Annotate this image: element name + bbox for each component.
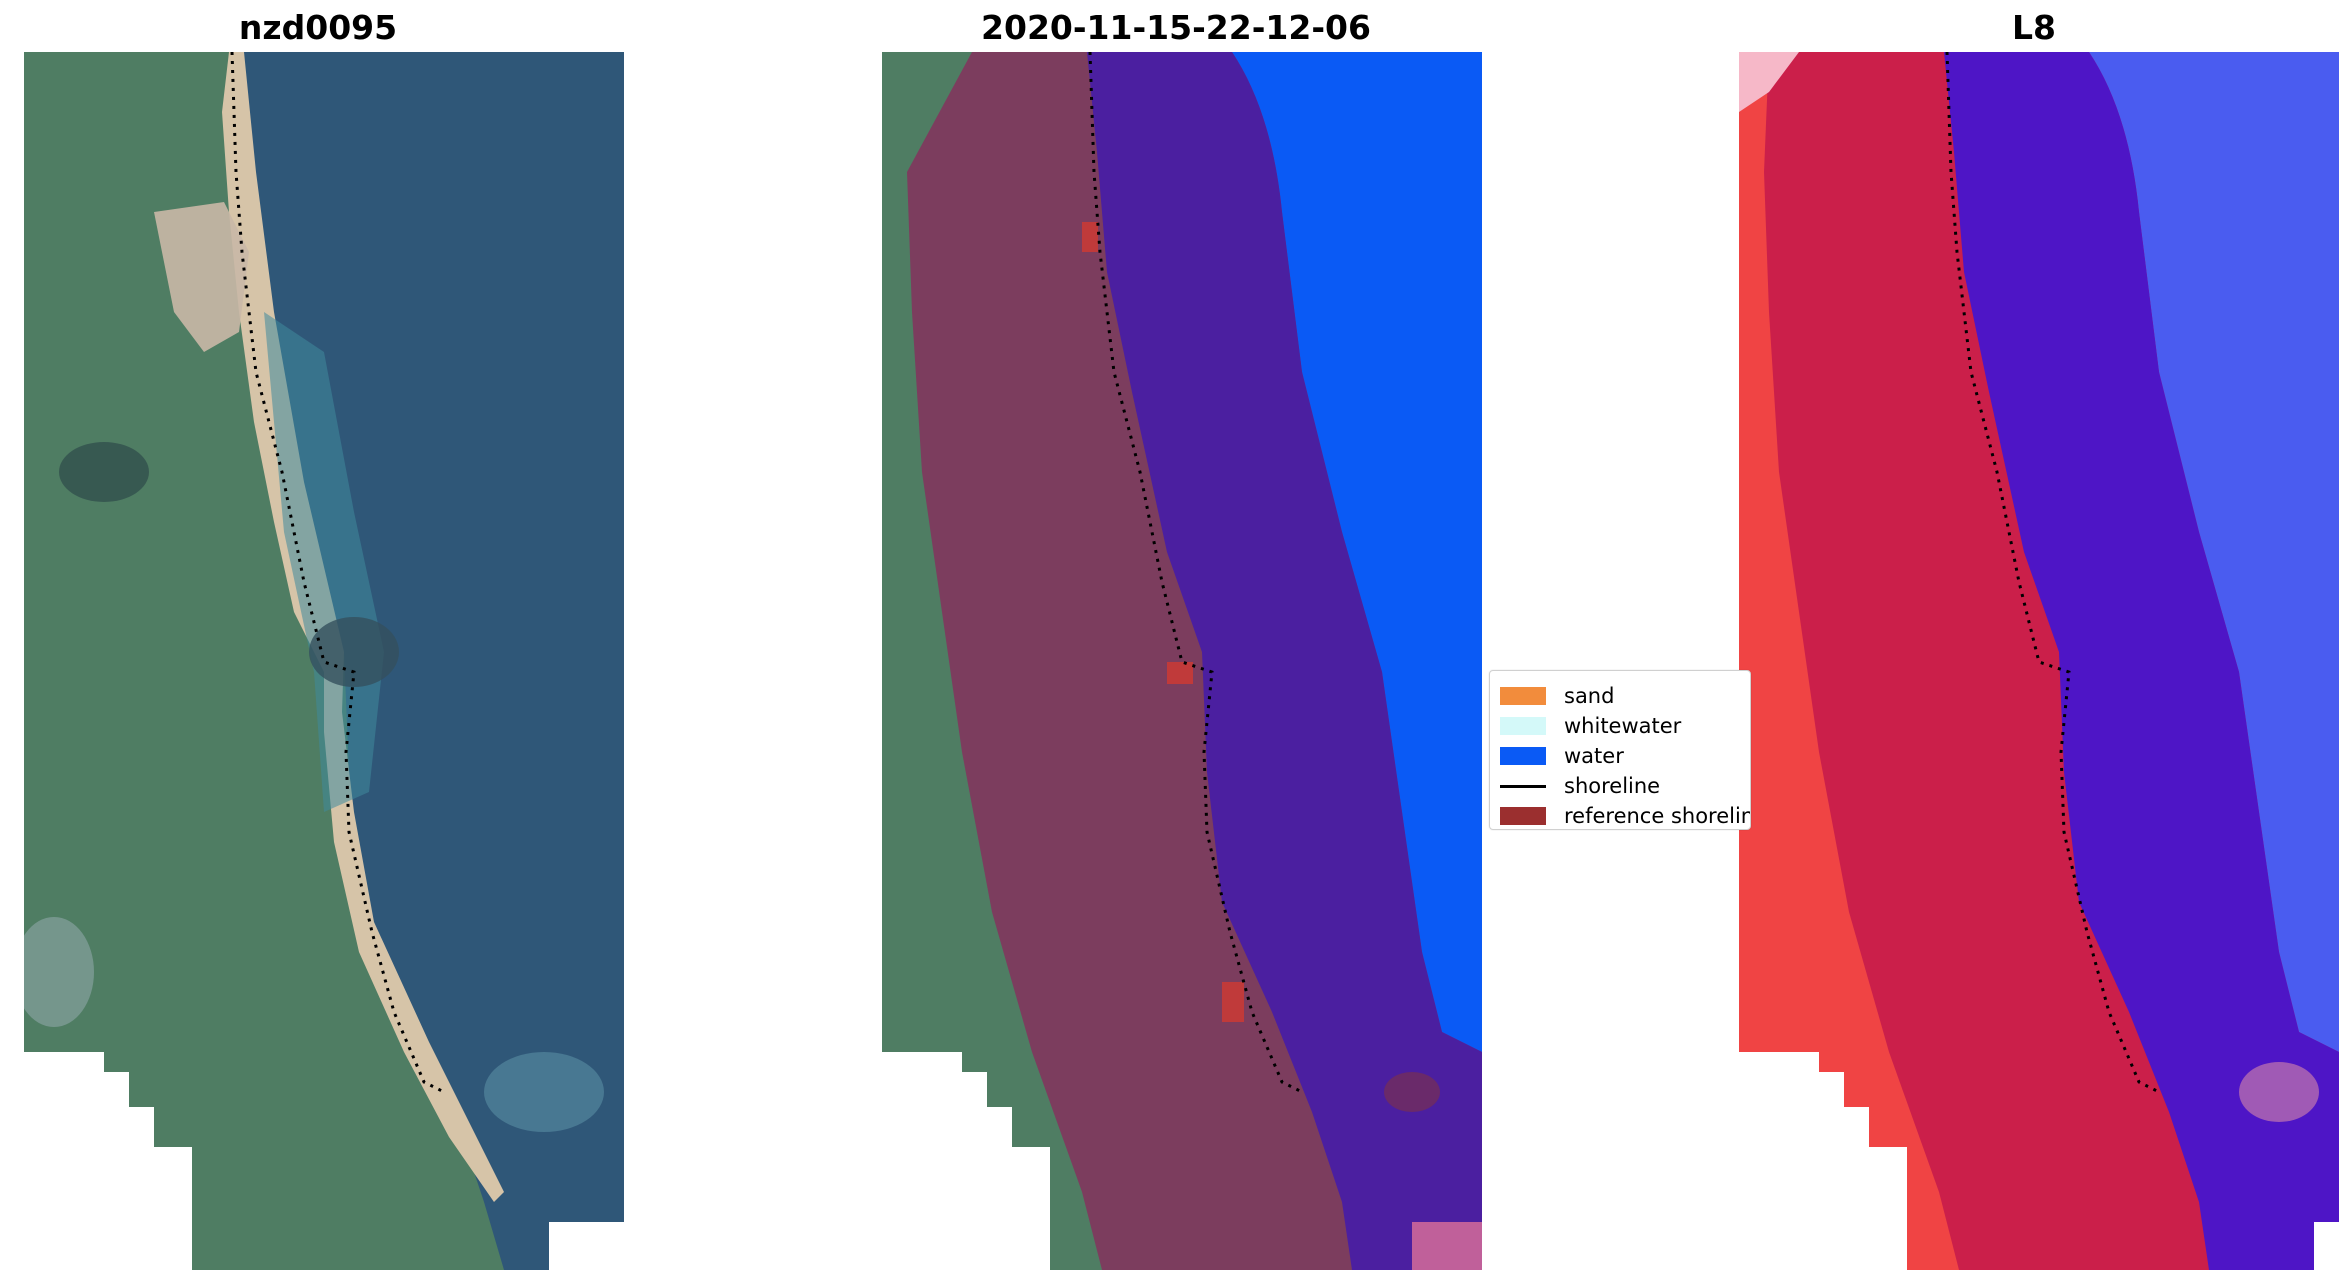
classification-image	[882, 52, 1482, 1270]
legend-swatch-water	[1500, 747, 1546, 765]
dune-patch	[154, 202, 249, 352]
rgb-image-panel	[24, 52, 624, 1270]
shoreline	[1945, 52, 2160, 1094]
legend-label: sand	[1564, 684, 1615, 708]
sand-patch	[1167, 662, 1193, 684]
shoreline	[230, 52, 445, 1094]
bright-patch	[24, 917, 94, 1027]
legend-label: reference shoreline	[1564, 804, 1751, 828]
bright-patch	[1412, 1222, 1482, 1270]
legend-item-sand: sand	[1500, 684, 1615, 708]
beach-sand	[222, 52, 504, 1202]
legend-item-whitewater: whitewater	[1500, 714, 1682, 738]
panel-title-classification: 2020-11-15-22-12-06	[981, 8, 1371, 47]
panel-title-index: L8	[2012, 8, 2056, 47]
panel-title-rgb: nzd0095	[238, 8, 398, 47]
dark-patch	[1384, 1072, 1440, 1112]
legend-item-water: water	[1500, 744, 1624, 768]
legend-label: shoreline	[1564, 774, 1661, 798]
legend-swatch-sand	[1500, 687, 1546, 705]
buffer-water-index	[1944, 52, 2339, 1270]
classification-panel	[882, 52, 1482, 1270]
dark-patch	[59, 442, 149, 502]
sand-patch	[1082, 222, 1098, 252]
index-panel	[1739, 52, 2339, 1270]
dark-patch	[309, 617, 399, 687]
index-image	[1739, 52, 2339, 1270]
shoreline	[1088, 52, 1303, 1094]
legend-label: water	[1564, 744, 1624, 768]
corner-bright	[1739, 52, 1799, 112]
legend-swatch-whitewater	[1500, 717, 1546, 735]
legend-swatch-shoreline	[1500, 784, 1546, 788]
legend-swatch-reference-shoreline	[1500, 807, 1546, 825]
reference-buffer-water	[1087, 52, 1482, 1270]
sand-patch	[1222, 982, 1244, 1022]
bright-patch	[484, 1052, 604, 1132]
legend: sand whitewater water shoreline referenc…	[1489, 670, 1751, 830]
rgb-image	[24, 52, 624, 1270]
legend-label: whitewater	[1564, 714, 1682, 738]
legend-item-shoreline: shoreline	[1500, 774, 1661, 798]
legend-item-reference-shoreline: reference shoreline	[1500, 804, 1751, 828]
bright-patch	[2239, 1062, 2319, 1122]
